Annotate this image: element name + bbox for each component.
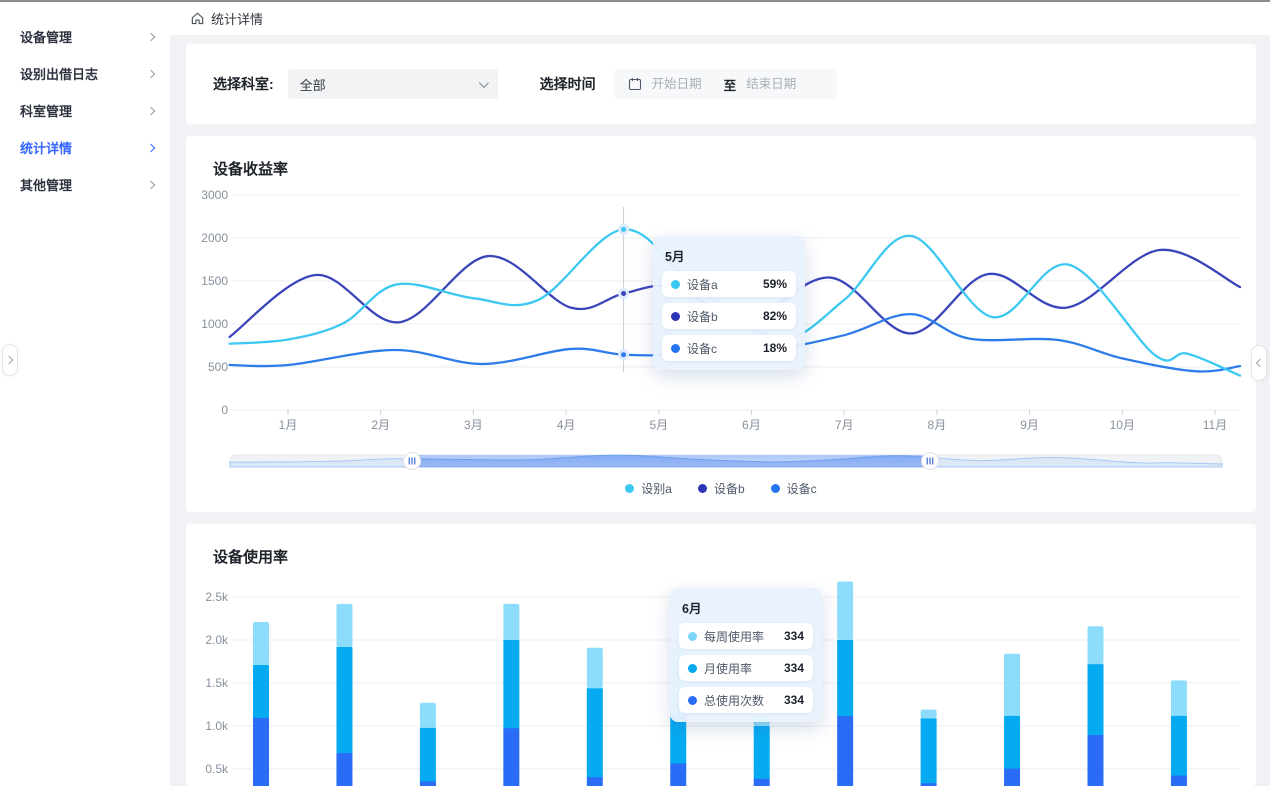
breadcrumb-label: 统计详情 [211,12,264,27]
svg-text:5月: 5月 [649,418,668,432]
sidebar-item-device-management[interactable]: 设备管理 [0,18,170,55]
svg-text:2000: 2000 [201,231,228,245]
tooltip-row: 设备a 59% [662,271,796,297]
revenue-chart-legend: 设别a 设备b 设备c [186,480,1256,497]
legend-label: 设备c [786,482,817,496]
tooltip-row: 设备c 18% [662,335,796,361]
department-filter-label: 选择科室: [213,76,274,92]
sidebar-item-department-management[interactable]: 科室管理 [0,92,170,129]
sidebar-expand-button[interactable] [2,344,18,376]
window-top-edge [0,0,1270,2]
revenue-chart-card: 设备收益率 0 500 1000 1500 2000 3000 1月 2月 3月 4月 5月 6月 7月… [186,136,1256,512]
tooltip-row: 每周使用率 334 [679,623,813,649]
svg-text:1000: 1000 [201,317,228,331]
chevron-right-icon [146,143,156,152]
series-dot [697,484,707,493]
time-filter-label: 选择时间 [539,76,596,92]
topbar: 统计详情 [170,2,1270,36]
series-dot [688,631,697,641]
tooltip-row: 总使用次数 334 [679,687,813,713]
revenue-line-chart[interactable]: 0 500 1000 1500 2000 3000 1月 2月 3月 4月 5月 6月 7月 8月 9月 10… [186,136,1256,512]
sidebar-item-lending-log[interactable]: 设别出借日志 [0,55,170,92]
legend-item-a[interactable]: 设别a [625,480,672,497]
series-dot [625,484,635,493]
svg-text:8月: 8月 [928,418,947,432]
svg-text:9月: 9月 [1020,418,1039,432]
date-range-picker[interactable]: 至 [613,69,837,99]
svg-text:1500: 1500 [201,274,228,288]
chevron-right-icon [146,69,156,78]
filter-bar: 选择科室: 全部 选择时间 至 [186,44,1256,124]
svg-text:0: 0 [221,403,228,417]
tooltip-title: 6月 [682,602,702,616]
end-date-input[interactable] [746,77,809,91]
start-date-input[interactable] [651,77,714,91]
tooltip-row: 月使用率 334 [679,655,813,681]
department-select-value: 全部 [299,77,326,93]
sidebar: 设备管理 设别出借日志 科室管理 统计详情 其他管理 [0,2,170,786]
series-dot [671,311,680,321]
legend-item-c[interactable]: 设备c [770,480,817,497]
sidebar-item-label: 设别出借日志 [20,67,99,82]
svg-text:2.5k: 2.5k [205,590,229,604]
series-dot [770,484,780,493]
department-select[interactable]: 全部 [287,69,498,99]
chevron-left-icon [1255,358,1265,368]
svg-text:4月: 4月 [557,418,576,432]
tooltip-row: 设备b 82% [662,303,796,329]
series-dot [671,343,680,353]
svg-text:1月: 1月 [279,418,298,432]
chevron-down-icon [478,77,489,88]
chevron-right-icon [4,355,14,365]
sidebar-item-label: 设备管理 [20,30,73,45]
sidebar-item-other-management[interactable]: 其他管理 [0,166,170,203]
chevron-right-icon [146,32,156,41]
svg-text:500: 500 [208,360,228,374]
series-dot [671,279,680,289]
revenue-chart-tooltip: 5月 设备a 59% 设备b 82% 设备c 18% [653,236,805,370]
breadcrumb[interactable]: 统计详情 [190,9,263,28]
chevron-right-icon [146,106,156,115]
svg-text:2月: 2月 [371,418,390,432]
revenue-chart-title: 设备收益率 [213,161,289,178]
usage-chart-tooltip: 6月 每周使用率 334 月使用率 334 总使用次数 334 [670,588,822,722]
svg-text:11月: 11月 [1203,418,1227,432]
series-dot [688,663,697,673]
legend-label: 设备b [713,482,745,496]
usage-chart-title: 设备使用率 [213,549,289,566]
svg-text:3月: 3月 [464,418,483,432]
svg-text:10月: 10月 [1110,418,1135,432]
sidebar-item-statistics-detail[interactable]: 统计详情 [0,129,170,166]
svg-text:2.0k: 2.0k [205,633,229,647]
svg-text:1.0k: 1.0k [205,719,229,733]
sidebar-item-label: 其他管理 [20,178,73,193]
brush-handle[interactable] [403,452,422,470]
svg-text:7月: 7月 [835,418,854,432]
legend-label: 设别a [641,482,672,496]
legend-item-b[interactable]: 设备b [697,480,745,497]
tooltip-title: 5月 [665,250,685,264]
svg-text:1.5k: 1.5k [205,676,229,690]
chevron-right-icon [146,180,156,189]
main-area: 统计详情 选择科室: 全部 选择时间 至 设 [170,2,1270,786]
panel-collapse-button[interactable] [1251,345,1267,381]
svg-text:6月: 6月 [742,418,761,432]
series-dot [688,695,697,705]
date-to-label: 至 [723,78,737,93]
sidebar-item-label: 科室管理 [20,104,73,119]
brush-handle[interactable] [920,452,939,470]
home-icon [191,12,204,25]
calendar-icon [628,78,641,91]
usage-chart-card: 设备使用率 0.5k 1.0k 1.5k 2.0k 2.5k 6月 每周使用率 334 … [186,524,1256,786]
svg-text:3000: 3000 [201,188,228,202]
svg-text:0.5k: 0.5k [205,762,229,776]
sidebar-item-label: 统计详情 [20,141,73,156]
